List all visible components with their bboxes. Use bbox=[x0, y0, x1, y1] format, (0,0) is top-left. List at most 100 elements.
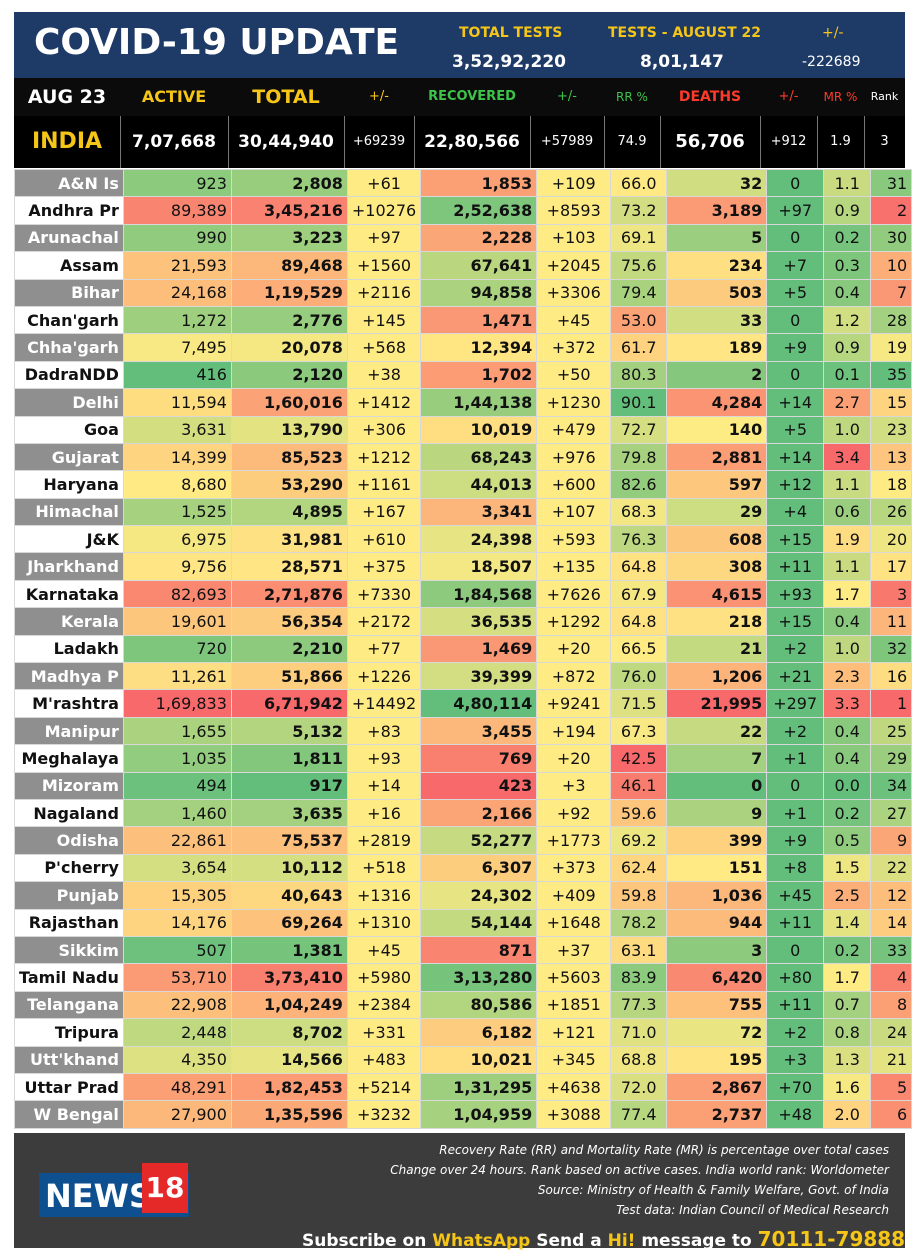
rr-cell: 68.3 bbox=[610, 497, 668, 527]
mr-cell: 1.9 bbox=[823, 525, 872, 554]
table-row: Mizoram 494 917 +14 423 +3 46.1 0 0 0.0 34 bbox=[14, 771, 913, 800]
total-change-cell: +1412 bbox=[346, 388, 422, 417]
active-cell: 24,168 bbox=[122, 278, 232, 307]
total-cell: 3,73,410 bbox=[230, 963, 348, 992]
deaths-change-cell: +1 bbox=[766, 744, 825, 773]
deaths-cell: 151 bbox=[666, 853, 768, 883]
total-cell: 1,811 bbox=[230, 744, 348, 773]
total-change-header: +/- bbox=[369, 89, 389, 104]
total-change-cell: +568 bbox=[346, 333, 422, 362]
divider bbox=[817, 116, 818, 168]
active-cell: 21,593 bbox=[122, 251, 232, 280]
table-row: Sikkim 507 1,381 +45 871 +37 63.1 3 0 0.2 33 bbox=[14, 935, 913, 965]
recovered-change-cell: +9241 bbox=[536, 689, 612, 718]
active-cell: 82,693 bbox=[122, 579, 232, 609]
mr-cell: 1.0 bbox=[823, 415, 872, 444]
mr-cell: 1.7 bbox=[823, 963, 872, 992]
recovered-cell: 1,44,138 bbox=[420, 388, 538, 417]
deaths-change-cell: +48 bbox=[766, 1100, 825, 1129]
active-cell: 1,69,833 bbox=[122, 689, 232, 718]
india-deaths-change: +912 bbox=[770, 134, 807, 149]
recovered-cell: 3,13,280 bbox=[420, 963, 538, 992]
rank-cell: 26 bbox=[870, 497, 913, 527]
total-cell: 2,120 bbox=[230, 360, 348, 390]
rank-cell: 29 bbox=[870, 744, 913, 773]
active-cell: 1,272 bbox=[122, 305, 232, 335]
total-cell: 56,354 bbox=[230, 607, 348, 636]
footer: Recovery Rate (RR) and Mortality Rate (M… bbox=[14, 1133, 905, 1251]
deaths-cell: 2,737 bbox=[666, 1100, 768, 1129]
recovered-change-cell: +1230 bbox=[536, 388, 612, 417]
deaths-change-cell: 0 bbox=[766, 223, 825, 253]
total-change-cell: +5214 bbox=[346, 1072, 422, 1102]
india-recovered: 22,80,566 bbox=[424, 132, 520, 152]
divider bbox=[760, 116, 761, 168]
deaths-change-cell: +45 bbox=[766, 881, 825, 910]
recovered-cell: 1,84,568 bbox=[420, 579, 538, 609]
recovered-cell: 2,52,638 bbox=[420, 196, 538, 225]
recovered-change-cell: +1648 bbox=[536, 908, 612, 937]
rr-cell: 80.3 bbox=[610, 360, 668, 390]
rank-header: Rank bbox=[870, 90, 899, 103]
rank-cell: 15 bbox=[870, 388, 913, 417]
rank-cell: 8 bbox=[870, 990, 913, 1020]
state-name: P'cherry bbox=[14, 853, 124, 883]
deaths-change-cell: +5 bbox=[766, 278, 825, 307]
rr-cell: 63.1 bbox=[610, 935, 668, 965]
deaths-change-cell: +2 bbox=[766, 716, 825, 746]
rr-cell: 78.2 bbox=[610, 908, 668, 937]
table-row: J&K 6,975 31,981 +610 24,398 +593 76.3 608 +15 1.… bbox=[14, 525, 913, 554]
recovered-cell: 67,641 bbox=[420, 251, 538, 280]
active-cell: 48,291 bbox=[122, 1072, 232, 1102]
deaths-cell: 3 bbox=[666, 935, 768, 965]
deaths-change-cell: +7 bbox=[766, 251, 825, 280]
table-row: Utt'khand 4,350 14,566 +483 10,021 +345 68.8 19… bbox=[14, 1045, 913, 1074]
total-change-cell: +7330 bbox=[346, 579, 422, 609]
deaths-change-cell: +97 bbox=[766, 196, 825, 225]
mr-cell: 0.4 bbox=[823, 278, 872, 307]
deaths-cell: 9 bbox=[666, 798, 768, 828]
deaths-change-cell: +21 bbox=[766, 662, 825, 691]
total-change-cell: +38 bbox=[346, 360, 422, 390]
recovered-cell: 10,019 bbox=[420, 415, 538, 444]
rr-cell: 53.0 bbox=[610, 305, 668, 335]
rank-cell: 12 bbox=[870, 881, 913, 910]
deaths-change-cell: +15 bbox=[766, 525, 825, 554]
rr-cell: 73.2 bbox=[610, 196, 668, 225]
deaths-change-cell: +297 bbox=[766, 689, 825, 718]
rank-cell: 10 bbox=[870, 251, 913, 280]
rr-cell: 71.0 bbox=[610, 1018, 668, 1047]
mr-cell: 1.1 bbox=[823, 470, 872, 499]
rank-cell: 31 bbox=[870, 168, 913, 198]
deaths-cell: 29 bbox=[666, 497, 768, 527]
total-cell: 10,112 bbox=[230, 853, 348, 883]
recovered-cell: 871 bbox=[420, 935, 538, 965]
recovered-change-header: +/- bbox=[557, 89, 577, 104]
total-change-cell: +375 bbox=[346, 552, 422, 581]
rr-cell: 71.5 bbox=[610, 689, 668, 718]
deaths-cell: 2,881 bbox=[666, 442, 768, 472]
deaths-cell: 1,036 bbox=[666, 881, 768, 910]
state-name: Andhra Pr bbox=[14, 196, 124, 225]
total-cell: 28,571 bbox=[230, 552, 348, 581]
deaths-cell: 0 bbox=[666, 771, 768, 800]
india-rank: 3 bbox=[880, 134, 889, 149]
divider bbox=[120, 116, 121, 168]
total-change-cell: +45 bbox=[346, 935, 422, 965]
rr-cell: 83.9 bbox=[610, 963, 668, 992]
rank-cell: 32 bbox=[870, 634, 913, 664]
mr-cell: 1.5 bbox=[823, 853, 872, 883]
deaths-cell: 33 bbox=[666, 305, 768, 335]
recovered-cell: 3,455 bbox=[420, 716, 538, 746]
total-change-cell: +610 bbox=[346, 525, 422, 554]
total-change-cell: +518 bbox=[346, 853, 422, 883]
deaths-change-cell: 0 bbox=[766, 305, 825, 335]
state-name: Manipur bbox=[14, 716, 124, 746]
total-cell: 8,702 bbox=[230, 1018, 348, 1047]
deaths-cell: 2 bbox=[666, 360, 768, 390]
logo-text: NEWS bbox=[45, 1177, 152, 1215]
date-header: AUG 23 bbox=[27, 86, 107, 108]
table-row: Ladakh 720 2,210 +77 1,469 +20 66.5 21 +2 1.0 32 bbox=[14, 634, 913, 664]
state-name: Sikkim bbox=[14, 935, 124, 965]
deaths-change-cell: +14 bbox=[766, 388, 825, 417]
